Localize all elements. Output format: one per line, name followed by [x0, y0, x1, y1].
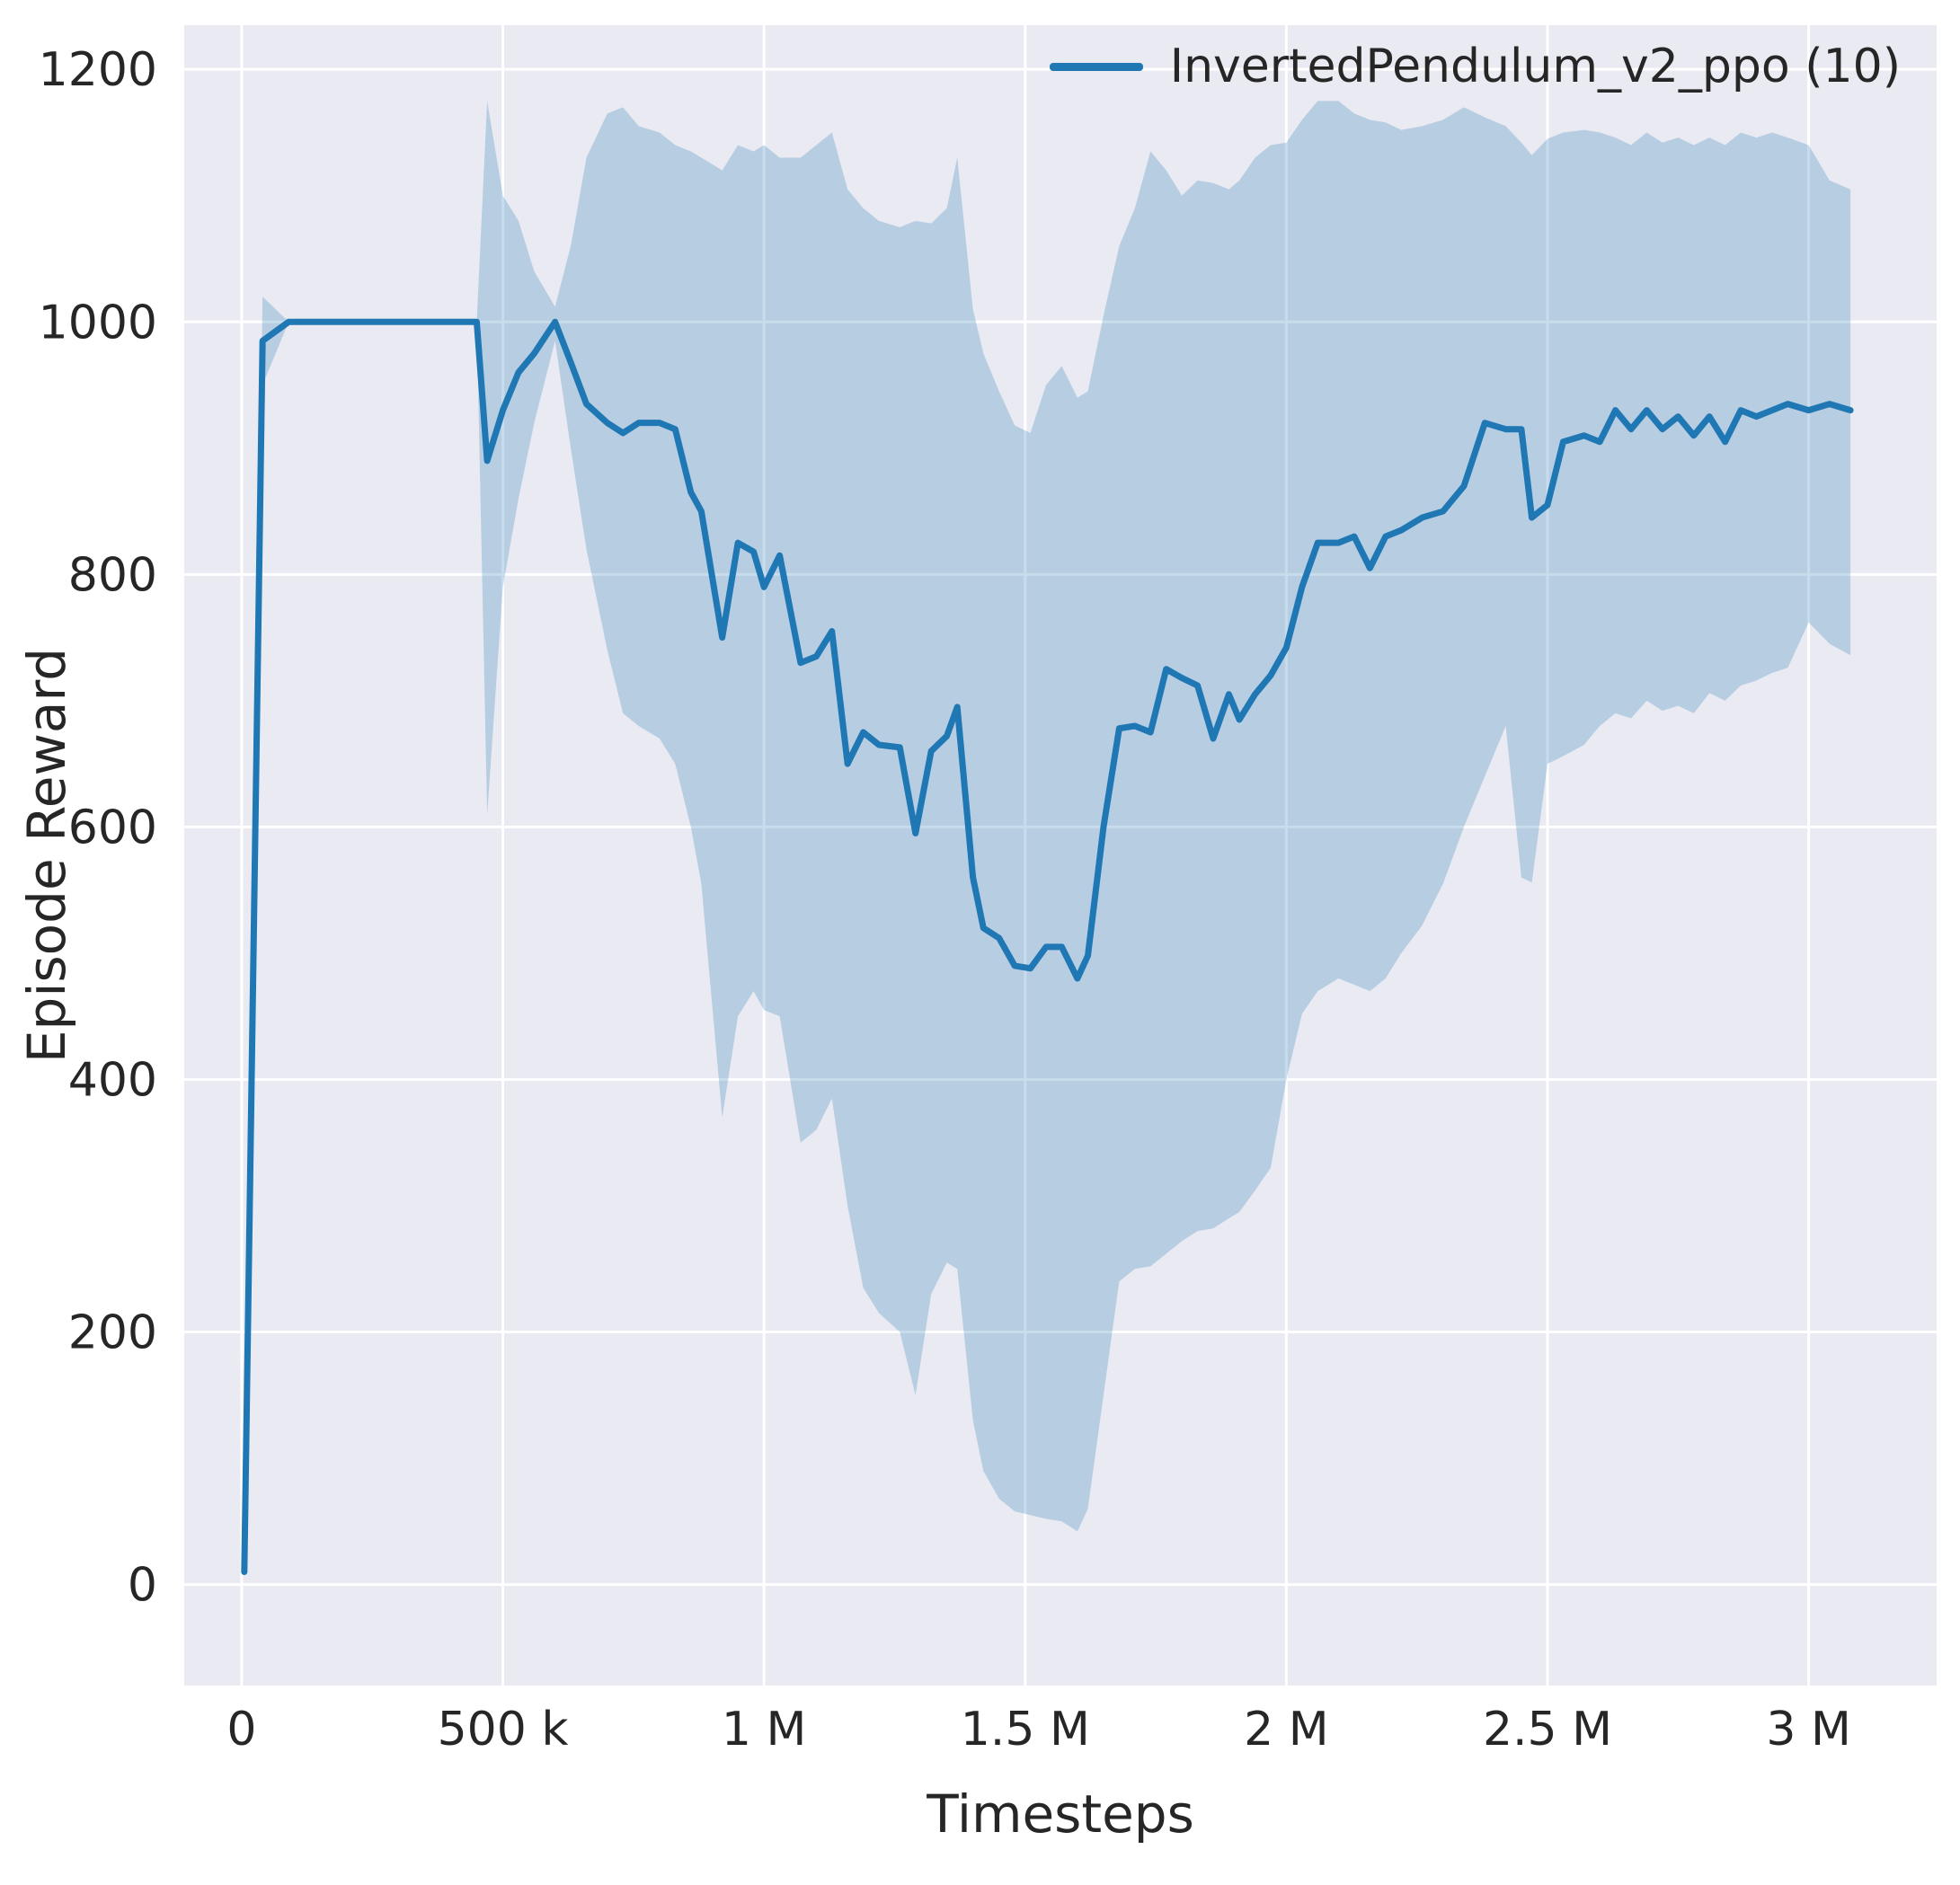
x-tick-label: 1 M: [722, 1703, 806, 1757]
y-tick-label: 600: [68, 801, 157, 854]
y-tick-label: 400: [68, 1053, 157, 1107]
x-tick-label: 0: [226, 1703, 256, 1757]
x-tick-label: 500 k: [438, 1703, 569, 1757]
x-tick-label: 1.5 M: [961, 1703, 1090, 1757]
y-tick-label: 800: [68, 548, 157, 602]
axes-background: [184, 25, 1937, 1686]
legend-label: InvertedPendulum_v2_ppo (10): [1169, 40, 1901, 93]
x-tick-label: 2 M: [1244, 1703, 1328, 1757]
y-tick-label: 1200: [39, 43, 157, 97]
legend: InvertedPendulum_v2_ppo (10): [1049, 40, 1901, 93]
y-tick-label: 200: [68, 1306, 157, 1360]
y-axis-label: Episode Reward: [16, 647, 77, 1064]
mean-line: [241, 318, 1854, 1576]
y-tick-label: 0: [128, 1559, 157, 1613]
confidence-band: [244, 101, 1851, 1575]
x-axis-label: Timesteps: [927, 1783, 1194, 1845]
x-tick-label: 3 M: [1766, 1703, 1850, 1757]
x-tick-label: 2.5 M: [1483, 1703, 1612, 1757]
y-tick-label: 1000: [39, 296, 157, 350]
legend-line-swatch: [1049, 62, 1143, 71]
